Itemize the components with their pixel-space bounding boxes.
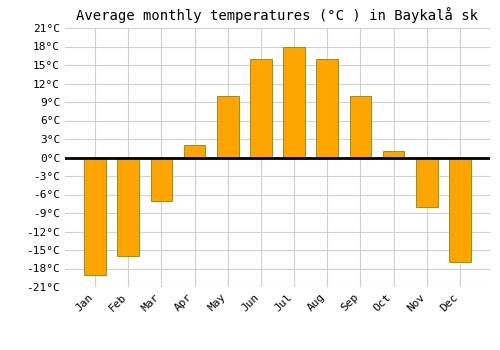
- Bar: [250, 59, 272, 158]
- Bar: [184, 145, 206, 158]
- Bar: [118, 158, 139, 256]
- Bar: [284, 47, 305, 158]
- Title: Average monthly temperatures (°C ) in Baykalå sk: Average monthly temperatures (°C ) in Ba…: [76, 7, 478, 23]
- Bar: [383, 151, 404, 158]
- Bar: [416, 158, 438, 207]
- Bar: [316, 59, 338, 158]
- Bar: [150, 158, 172, 201]
- Bar: [84, 158, 106, 275]
- Bar: [449, 158, 470, 262]
- Bar: [350, 96, 371, 158]
- Bar: [217, 96, 238, 158]
